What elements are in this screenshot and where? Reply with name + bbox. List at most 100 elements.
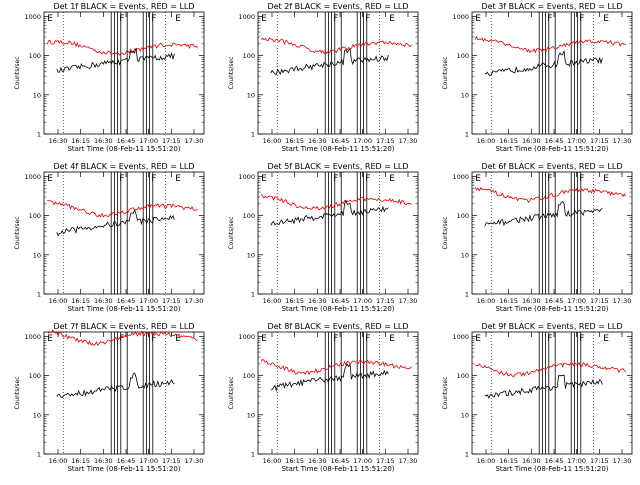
y-axis-label: Counts/sec xyxy=(442,56,449,89)
series-events xyxy=(56,47,175,73)
xtick-label: 16:30 xyxy=(522,297,541,305)
panel-title: Det 2f BLACK = Events, RED = LLD xyxy=(267,2,408,11)
xtick-label: 16:30 xyxy=(522,457,541,465)
series-lld xyxy=(260,358,412,376)
panel-title: Det 8f BLACK = Events, RED = LLD xyxy=(267,322,408,331)
xtick-label: 16:00 xyxy=(49,457,68,465)
flag-letter: E xyxy=(475,14,481,24)
flag-letter: E xyxy=(261,334,267,344)
ytick-label: 1 xyxy=(251,451,255,459)
xtick-label: 16:15 xyxy=(285,457,304,465)
xtick-label: 16:45 xyxy=(545,137,564,145)
xtick-label: 16:30 xyxy=(308,457,327,465)
xtick-label: 17:15 xyxy=(162,137,181,145)
panel-title: Det 1f BLACK = Events, RED = LLD xyxy=(53,2,194,11)
flag-letter: F xyxy=(151,14,156,24)
plot-frame xyxy=(471,331,633,455)
y-axis-label: Counts/sec xyxy=(14,216,21,249)
ytick-label: 10 xyxy=(33,91,41,99)
series-lld xyxy=(260,37,412,55)
xtick-label: 17:30 xyxy=(399,137,418,145)
ytick-label: 1000 xyxy=(24,333,41,341)
panel-title: Det 6f BLACK = Events, RED = LLD xyxy=(481,162,622,171)
flag-letter: E xyxy=(389,14,395,24)
panel-det-2: Det 2f BLACK = Events, RED = LLD 1 10 100 10… xyxy=(228,2,419,153)
ytick-label: 1000 xyxy=(238,173,255,181)
series-lld xyxy=(474,35,626,54)
series-lld xyxy=(46,39,198,56)
plot-frame xyxy=(43,11,205,135)
flag-letter: F xyxy=(151,334,156,344)
xtick-label: 16:45 xyxy=(331,137,350,145)
series-events xyxy=(56,209,175,237)
xtick-label: 17:00 xyxy=(139,297,158,305)
y-axis-label: Counts/sec xyxy=(228,216,235,249)
flag-letter: F xyxy=(547,174,552,184)
flag-letter: E xyxy=(475,174,481,184)
xtick-label: 16:45 xyxy=(331,297,350,305)
flag-letter: F xyxy=(119,334,124,344)
y-axis-label: Counts/sec xyxy=(228,376,235,409)
xtick-label: 16:00 xyxy=(477,457,496,465)
flag-letter: F xyxy=(365,174,370,184)
xtick-label: 16:00 xyxy=(477,297,496,305)
ytick-label: 1 xyxy=(465,451,469,459)
xtick-label: 16:00 xyxy=(49,297,68,305)
xtick-label: 16:45 xyxy=(117,137,136,145)
flag-letter: F xyxy=(579,174,584,184)
flag-letter: E xyxy=(261,174,267,184)
flag-letter: F xyxy=(579,14,584,24)
series-events xyxy=(56,372,175,398)
panel-det-8: Det 8f BLACK = Events, RED = LLD 1 10 100 10… xyxy=(228,322,419,473)
xtick-label: 17:15 xyxy=(376,297,395,305)
flag-letter: F xyxy=(151,174,156,184)
plot-frame xyxy=(43,331,205,455)
xtick-label: 17:15 xyxy=(590,297,609,305)
x-axis-label: Start Time (08-Feb-11 15:51:20) xyxy=(495,305,608,313)
panel-title: Det 7f BLACK = Events, RED = LLD xyxy=(53,322,194,331)
x-axis-label: Start Time (08-Feb-11 15:51:20) xyxy=(281,145,394,153)
ytick-label: 1 xyxy=(465,131,469,139)
ytick-label: 1000 xyxy=(452,333,469,341)
flag-letter: E xyxy=(475,334,481,344)
ytick-label: 10 xyxy=(33,251,41,259)
panel-det-6: Det 6f BLACK = Events, RED = LLD 1 10 100 10… xyxy=(442,162,633,313)
ytick-label: 100 xyxy=(29,372,41,380)
xtick-label: 16:00 xyxy=(263,457,282,465)
flag-letter: E xyxy=(175,174,181,184)
xtick-label: 17:00 xyxy=(139,457,158,465)
xtick-label: 16:30 xyxy=(49,137,68,145)
panel-det-7: Det 7f BLACK = Events, RED = LLD 1 10 100 10… xyxy=(14,322,205,473)
x-axis-label: Start Time (08-Feb-11 15:51:20) xyxy=(281,305,394,313)
flag-letter: E xyxy=(603,174,609,184)
xtick-label: 16:45 xyxy=(331,457,350,465)
panel-det-5: Det 5f BLACK = Events, RED = LLD 1 10 100 10… xyxy=(228,162,419,313)
xtick-label: 16:00 xyxy=(263,297,282,305)
x-axis-label: Start Time (08-Feb-11 15:51:20) xyxy=(67,305,180,313)
xtick-label: 17:00 xyxy=(567,457,586,465)
xtick-label: 16:30 xyxy=(522,137,541,145)
xtick-label: 16:30 xyxy=(308,297,327,305)
panel-title: Det 9f BLACK = Events, RED = LLD xyxy=(481,322,622,331)
series-lld xyxy=(475,361,626,378)
x-axis-label: Start Time (08-Feb-11 15:51:20) xyxy=(281,465,394,473)
xtick-label: 17:30 xyxy=(185,137,204,145)
xtick-label: 16:15 xyxy=(499,297,518,305)
panel-det-9: Det 9f BLACK = Events, RED = LLD 1 10 100 10… xyxy=(442,322,633,473)
flag-letter: E xyxy=(47,334,53,344)
ytick-label: 10 xyxy=(247,251,255,259)
xtick-label: 17:15 xyxy=(590,457,609,465)
ytick-label: 1000 xyxy=(24,13,41,21)
xtick-label: 16:30 xyxy=(308,137,327,145)
plot-frame xyxy=(257,331,419,455)
series-events xyxy=(270,199,389,226)
xtick-label: 16:30 xyxy=(94,297,113,305)
series-lld xyxy=(474,187,626,204)
xtick-label: 16:45 xyxy=(117,457,136,465)
xtick-label: 16:00 xyxy=(263,137,282,145)
y-axis-label: Counts/sec xyxy=(14,376,21,409)
flag-letter: E xyxy=(603,14,609,24)
xtick-label: 17:00 xyxy=(139,137,158,145)
